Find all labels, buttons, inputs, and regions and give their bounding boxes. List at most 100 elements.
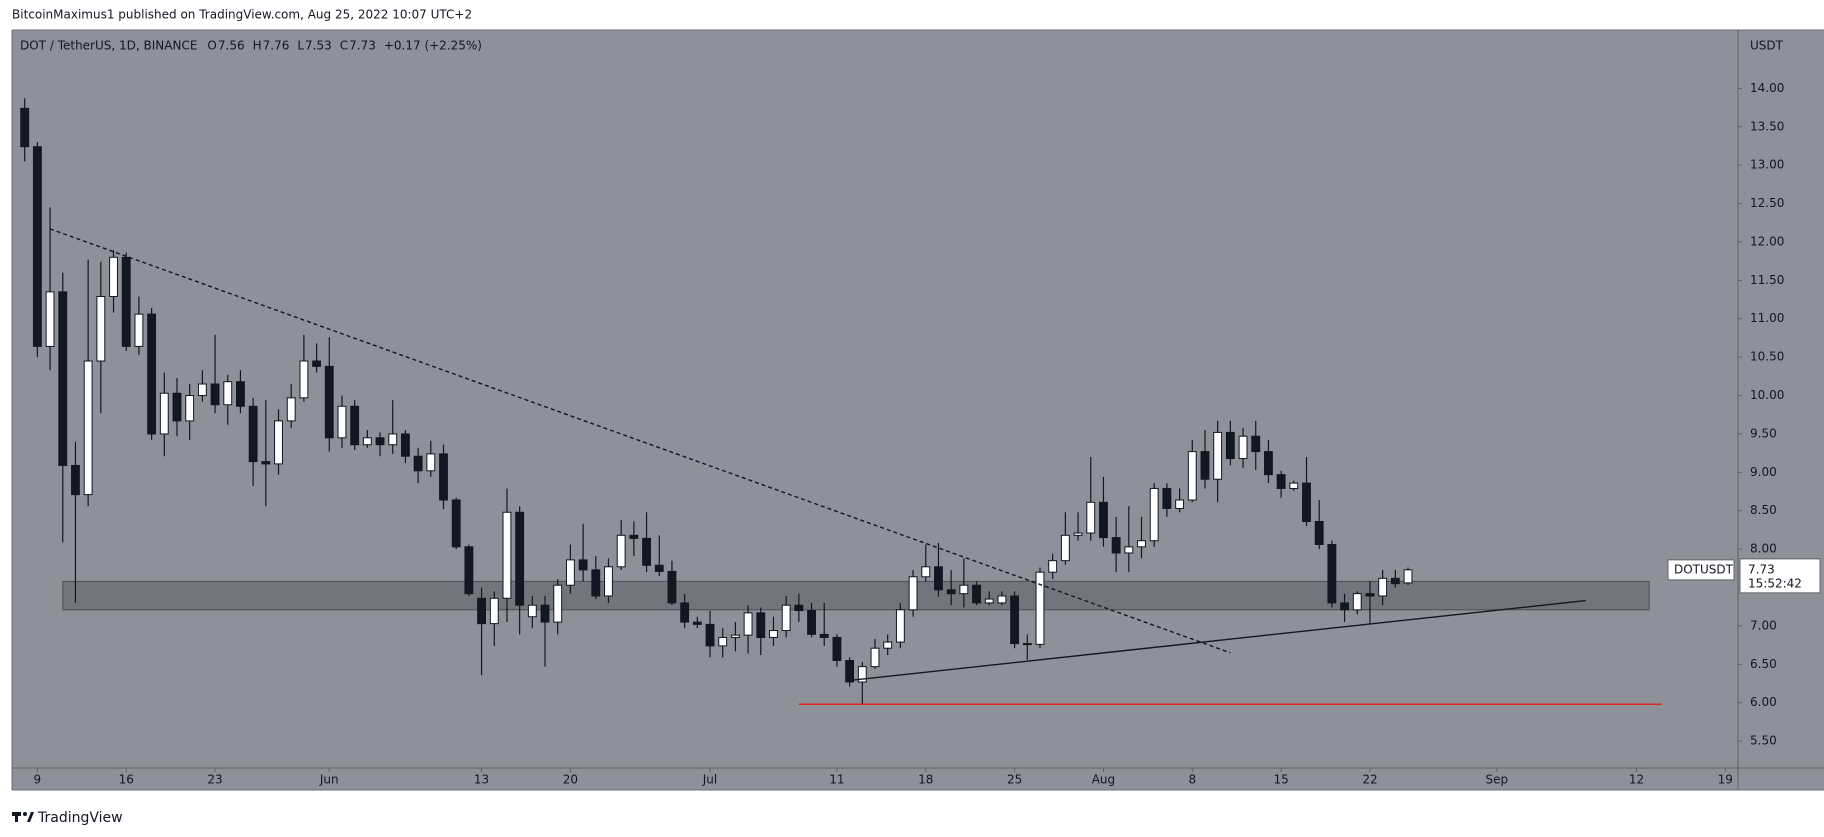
candle-body (502, 511, 512, 599)
candle-body (45, 291, 55, 347)
candle-body (1378, 577, 1388, 597)
candle-body (400, 433, 410, 457)
candle-body (426, 453, 436, 472)
candle-body (604, 566, 613, 597)
candle-body (1187, 451, 1197, 501)
candle-body (159, 392, 169, 435)
ohlc-value: 7.73 (349, 39, 376, 53)
candle-body (489, 597, 499, 625)
candle-body (1302, 482, 1311, 522)
candle-body (718, 636, 728, 647)
candle-body (705, 623, 715, 647)
candle-body (350, 405, 360, 446)
candle-body (1314, 520, 1324, 546)
candle-body (553, 584, 563, 623)
candle-body (451, 499, 461, 548)
y-tick-label: 11.50 (1750, 273, 1784, 287)
candle-body (439, 453, 448, 501)
candle-body (312, 360, 322, 367)
candle-body (1060, 534, 1070, 562)
candle-body (1352, 593, 1362, 611)
x-tick-label: Aug (1092, 773, 1115, 787)
candle-body (667, 570, 677, 604)
candle-body (362, 437, 372, 446)
y-tick-label: 12.50 (1750, 196, 1784, 210)
candle-body (299, 360, 309, 399)
candle-body (756, 612, 766, 638)
x-tick-label: 23 (207, 773, 222, 787)
support-band (62, 580, 1650, 611)
y-tick-label: 8.00 (1750, 542, 1777, 556)
last-price-countdown: 15:52:42 (1748, 576, 1802, 590)
candle-body (1225, 431, 1235, 460)
candle-body (565, 559, 575, 586)
candle-body (1035, 571, 1045, 645)
candle-body (794, 604, 804, 612)
candle-body (20, 107, 30, 148)
y-tick-label: 6.50 (1750, 657, 1777, 671)
candle-body (1213, 431, 1223, 480)
candle-body (629, 534, 639, 539)
trend-line (849, 599, 1586, 682)
candle-body (413, 455, 423, 472)
candle-body (743, 612, 753, 636)
candle-body (261, 461, 271, 465)
candle-body (1251, 435, 1261, 453)
candle-body (654, 564, 664, 572)
x-tick-label: Jul (702, 773, 717, 787)
y-tick-label: 14.00 (1750, 81, 1784, 95)
candle-body (1010, 595, 1020, 645)
candle-body (832, 636, 842, 661)
candle-body (997, 595, 1007, 604)
candle-body (477, 597, 487, 625)
ohlc-label: L (297, 39, 304, 53)
candle-body (185, 395, 195, 422)
candle-body (895, 609, 905, 643)
candle-body (1327, 544, 1337, 604)
y-tick-label: 10.00 (1750, 388, 1784, 402)
candle-body (1111, 537, 1121, 554)
y-tick-label: 9.50 (1750, 426, 1777, 440)
symbol-tag: DOTUSDT (1674, 562, 1734, 576)
chart-background (12, 30, 1824, 790)
footer-logo (12, 812, 34, 822)
candle-body (274, 420, 283, 465)
x-tick-label: 19 (1718, 773, 1733, 787)
candle-body (1263, 451, 1273, 476)
symbol-tag-box (1667, 559, 1735, 581)
candle-body (730, 634, 740, 638)
candle-body (1048, 560, 1058, 573)
candle-body (96, 295, 106, 362)
x-tick-label: 12 (1629, 773, 1644, 787)
candle-body (1200, 451, 1210, 480)
price-axis-unit: USDT (1750, 39, 1784, 53)
candle-body (375, 437, 385, 446)
ohlc-label: C (340, 39, 348, 53)
x-tick-label: 16 (119, 773, 134, 787)
candle-body (515, 511, 525, 606)
footer-brand: TradingView (37, 810, 123, 826)
candle-body (1099, 501, 1108, 539)
last-price-box (1739, 558, 1821, 594)
candle-body (109, 256, 118, 297)
publisher-line: BitcoinMaximus1 published on TradingView… (12, 8, 472, 22)
candle-body (337, 405, 347, 439)
candle-body (807, 610, 816, 635)
candle-body (870, 647, 880, 668)
x-tick-label: Jun (319, 773, 339, 787)
ohlc-value: 7.56 (218, 39, 245, 53)
candle-body (781, 604, 791, 632)
candle-body (83, 360, 93, 496)
x-tick-label: 9 (34, 773, 42, 787)
candle-body (1175, 499, 1185, 509)
x-tick-label: Sep (1486, 773, 1509, 787)
y-tick-label: 10.50 (1750, 350, 1784, 364)
candle-body (972, 584, 981, 604)
candle-body (591, 569, 601, 597)
y-tick-label: 13.00 (1750, 158, 1784, 172)
trend-line-dashed (49, 228, 1231, 654)
candle-body (680, 602, 690, 623)
candle-body (921, 566, 931, 578)
candle-body (121, 256, 131, 347)
ohlc-label: O (207, 39, 216, 53)
